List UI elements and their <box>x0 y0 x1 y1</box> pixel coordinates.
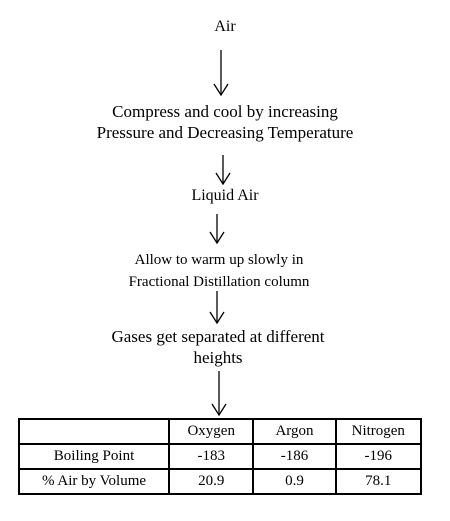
flow-step-compress-line2: Pressure and Decreasing Temperature <box>96 123 354 142</box>
flow-step-distill-line2: Fractional Distillation column <box>128 274 310 290</box>
flow-step-separate-line1: Gases get separated at different <box>111 327 325 346</box>
table-header-cell: Argon <box>252 418 337 445</box>
flow-step-distill-line1: Allow to warm up slowly in <box>134 252 304 268</box>
flow-step-compress: Compress and cool by increasing Pressure… <box>0 101 450 143</box>
table-cell: 78.1 <box>334 468 423 495</box>
table-header-cell <box>17 418 171 445</box>
table-row: Boiling Point -183 -186 -196 <box>17 443 423 470</box>
table-header-cell: Oxygen <box>168 418 255 445</box>
arrow-down-2 <box>215 155 231 186</box>
table-header-row: Oxygen Argon Nitrogen <box>17 418 423 445</box>
flow-step-air: Air <box>214 18 236 35</box>
arrow-down-3 <box>209 214 225 245</box>
arrow-down-4 <box>209 291 225 325</box>
flow-step-liquid-air: Liquid Air <box>191 187 259 204</box>
flow-step-separate-line2: heights <box>193 348 243 367</box>
gas-properties-table: Oxygen Argon Nitrogen Boiling Point -183… <box>17 418 423 495</box>
flow-step-compress-line1: Compress and cool by increasing <box>112 102 338 121</box>
flow-step-separate: Gases get separated at different heights <box>0 326 450 368</box>
table-row: % Air by Volume 20.9 0.9 78.1 <box>17 468 423 495</box>
table-cell: -196 <box>334 443 423 470</box>
arrow-down-1 <box>213 50 229 97</box>
arrow-down-5 <box>211 371 227 417</box>
table-cell: 0.9 <box>252 468 337 495</box>
table-cell: -186 <box>252 443 337 470</box>
table-cell: 20.9 <box>168 468 255 495</box>
table-row-label: % Air by Volume <box>17 468 171 495</box>
flow-step-distill: Allow to warm up slowly in Fractional Di… <box>0 249 450 293</box>
table-header-cell: Nitrogen <box>334 418 423 445</box>
table-cell: -183 <box>168 443 255 470</box>
table-row-label: Boiling Point <box>17 443 171 470</box>
